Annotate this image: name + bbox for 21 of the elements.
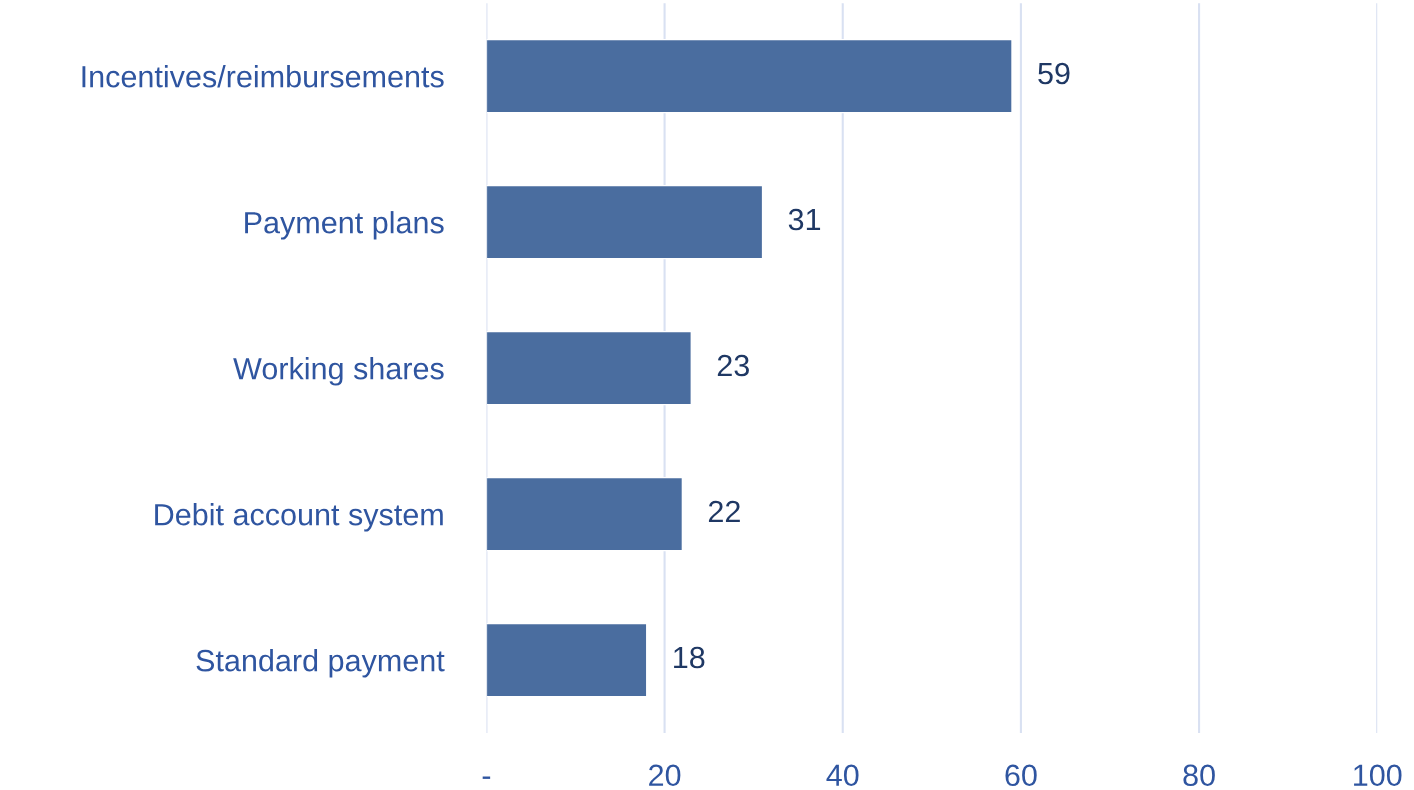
x-tick-label: 80 — [1183, 764, 1215, 787]
x-tick-label: 20 — [649, 764, 681, 787]
y-tick-label: Payment plans — [245, 211, 444, 240]
bar — [486, 622, 648, 698]
bar — [486, 38, 1013, 114]
x-tick-label: - — [482, 776, 491, 779]
y-tick-label: Standard payment — [196, 649, 445, 678]
bar — [486, 184, 764, 260]
data-label: 22 — [708, 500, 740, 523]
bar — [486, 330, 692, 406]
x-tick-label: 100 — [1354, 764, 1402, 787]
data-label: 59 — [1038, 62, 1070, 85]
x-tick-label: 60 — [1005, 764, 1037, 787]
y-tick-label: Debit account system — [155, 503, 443, 532]
data-label: 31 — [788, 208, 821, 231]
y-tick-label: Incentives/reimbursements — [82, 65, 444, 88]
bar — [486, 476, 684, 552]
x-tick-label: 40 — [826, 764, 859, 787]
data-label: 18 — [674, 646, 705, 669]
data-label: 23 — [717, 354, 749, 377]
y-tick-label: Working shares — [233, 357, 444, 386]
